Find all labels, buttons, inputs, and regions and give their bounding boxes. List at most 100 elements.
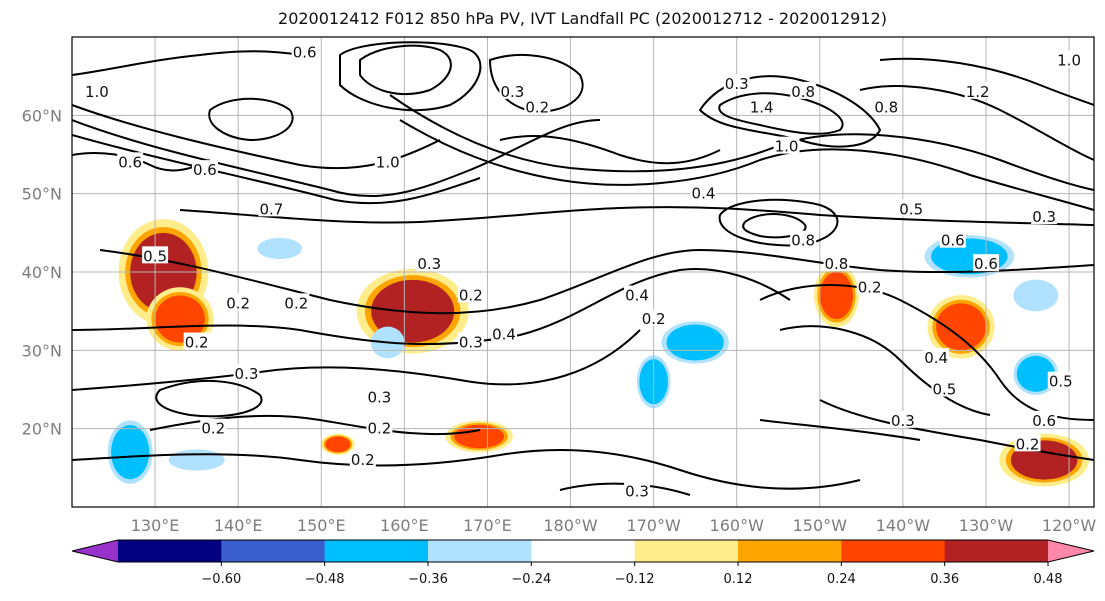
shade-core	[819, 272, 854, 319]
contour-label: 0.2	[351, 451, 375, 469]
contour-label-bg	[889, 410, 916, 428]
lon-tick-label: 160°W	[710, 516, 765, 535]
contour-label: 0.2	[858, 279, 882, 297]
colorbar-segment	[944, 540, 1049, 562]
contour-line	[72, 152, 211, 172]
contour-labels-layer: 0.60.50.20.30.20.40.30.30.30.20.20.20.30…	[83, 42, 1083, 500]
contour-label-bg	[183, 332, 210, 350]
lon-tick-label: 130°E	[131, 516, 180, 535]
shade-core	[155, 295, 205, 343]
contour-label: 0.8	[791, 83, 815, 101]
contour-label: 1.4	[750, 99, 774, 117]
shade-core	[1019, 283, 1053, 308]
contour-label: 0.6	[1032, 412, 1056, 430]
contour-label-bg	[200, 418, 227, 436]
contour-line	[859, 85, 1094, 161]
contour-label: 0.6	[118, 153, 142, 171]
contour-line	[179, 206, 1094, 226]
contour-label-bg	[898, 199, 925, 217]
lat-tick-label: 20°N	[22, 420, 62, 439]
shade-core	[175, 452, 218, 468]
map-frame	[71, 36, 1095, 508]
contour-label-bg	[283, 293, 310, 311]
contour-label: 0.6	[974, 255, 998, 273]
contour-label-bg	[291, 42, 318, 60]
contour-label: 0.3	[459, 334, 483, 352]
contour-label: 0.6	[941, 232, 965, 250]
contour-line	[879, 57, 1094, 106]
contour-label: 1.2	[966, 83, 990, 101]
contour-label: 0.4	[924, 349, 948, 367]
contour-label: 0.3	[625, 482, 649, 500]
colorbar-tick-label: 0.24	[827, 572, 856, 587]
contour-label: 1.0	[376, 153, 400, 171]
lon-tick-label: 150°E	[297, 516, 346, 535]
contour-label-bg	[640, 309, 667, 326]
contour-label-bg	[972, 254, 999, 272]
colorbar-tick-label: 0.12	[724, 572, 753, 587]
lon-tick-label: 150°W	[793, 516, 848, 535]
contour-label-bg	[923, 348, 950, 366]
contour-line	[718, 198, 839, 247]
contour-label: 1.0	[85, 83, 109, 101]
contour-line	[72, 329, 641, 391]
contour-label-bg	[374, 152, 401, 170]
contour-line	[399, 119, 1094, 211]
contour-label-bg	[1031, 410, 1058, 428]
lon-tick-label: 130°W	[959, 516, 1014, 535]
colorbar-extend-low	[72, 540, 118, 562]
contour-label-bg	[258, 199, 285, 217]
contour-label-bg	[723, 74, 750, 91]
contour-label: 0.2	[185, 334, 209, 352]
contour-label: 0.8	[874, 99, 898, 117]
contour-line	[99, 248, 1094, 315]
contour-label-bg	[931, 379, 958, 397]
contour-line	[718, 92, 844, 135]
contour-label-bg	[117, 152, 144, 170]
contour-line	[208, 97, 294, 142]
axis-tick-labels: 20°N 30°N 40°N 50°N 60°N 130°E 140°E 150°E 160°E…	[22, 106, 1097, 535]
contour-label: 1.0	[1057, 52, 1081, 70]
contour-label-bg	[83, 81, 110, 99]
contour-line	[155, 380, 263, 418]
contour-label-bg	[1014, 434, 1041, 452]
colorbar-segment	[531, 540, 636, 562]
colorbar-tick-label: −0.48	[305, 572, 345, 587]
contour-label-bg	[748, 97, 775, 115]
lon-tick-label: 140°W	[876, 516, 931, 535]
contour-label-bg	[524, 97, 551, 115]
contour-line	[759, 419, 921, 441]
colorbar-outline	[71, 539, 1095, 563]
contour-line	[389, 94, 1094, 191]
colorbar-tick-label: 0.48	[1034, 572, 1063, 587]
contour-label: 0.5	[1049, 373, 1073, 391]
contour-label-bg	[856, 277, 883, 295]
contour-label-bg	[1031, 207, 1058, 225]
lon-tick-label: 170°W	[626, 516, 681, 535]
lon-tick-label: 180°W	[543, 516, 598, 535]
contour-label: 0.3	[1032, 208, 1056, 226]
shade-core	[936, 303, 986, 351]
contour-line	[72, 134, 481, 205]
contour-label: 1.0	[775, 138, 799, 156]
contour-label-bg	[225, 293, 252, 311]
contour-label-bg	[773, 136, 800, 154]
contour-label: 0.4	[625, 287, 649, 305]
contour-label: 0.2	[525, 99, 549, 117]
colorbar-tick-label: −0.24	[511, 572, 551, 587]
contour-label-bg	[939, 230, 966, 248]
lon-tick-label: 120°W	[1042, 516, 1097, 535]
contour-line	[819, 399, 1094, 461]
colorbar-segment	[118, 540, 222, 562]
contour-line	[72, 268, 791, 346]
colorbar-tick-label: 0.36	[930, 572, 959, 587]
colorbar-tick-label: −0.12	[615, 572, 655, 587]
contour-label-bg	[233, 363, 260, 381]
lon-tick-label: 140°E	[214, 516, 263, 535]
contour-label: 0.5	[933, 381, 957, 399]
contour-label-bg	[873, 97, 900, 115]
shade-core	[670, 326, 721, 359]
contour-label: 0.6	[293, 44, 317, 62]
contour-label: 0.2	[1016, 435, 1040, 453]
